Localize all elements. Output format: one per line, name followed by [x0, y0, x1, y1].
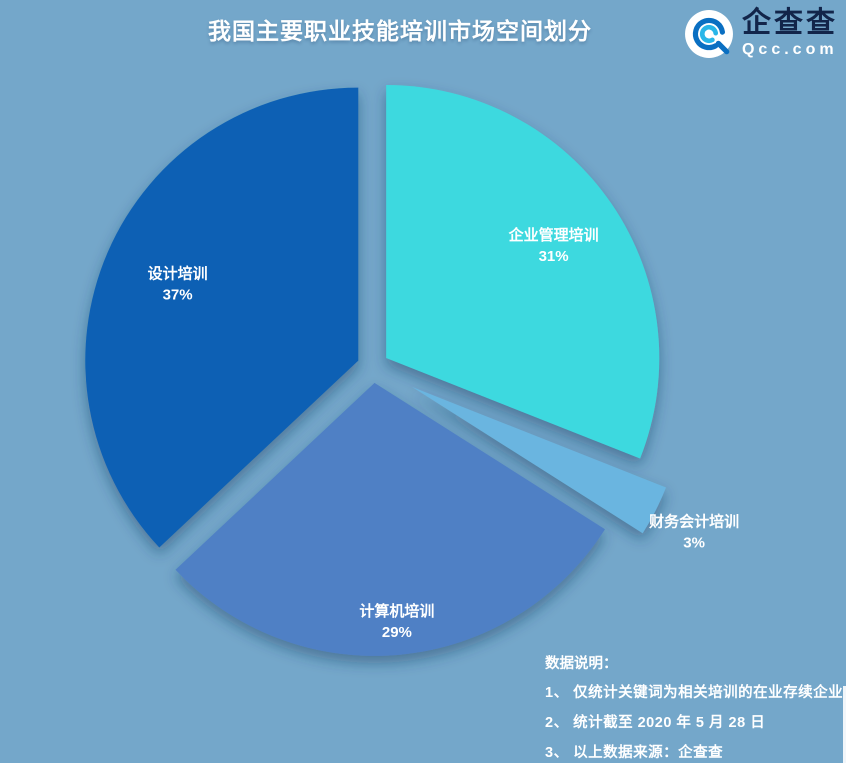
brand-text-block: 企查查 Qcc.com: [742, 6, 838, 60]
pie-slice-2: [175, 382, 605, 656]
note-line-2: 2、 统计截至 2020 年 5 月 28 日: [545, 715, 766, 731]
note-line-3: 3、 以上数据来源：企查查: [545, 745, 724, 761]
pie-slice-0: [386, 84, 660, 459]
notes-heading: 数据说明：: [545, 656, 618, 672]
notes-block: 数据说明： 1、 仅统计关键词为相关培训的在业存续企业 2、 统计截至 2020…: [545, 652, 843, 763]
pie-slice-label-3: 设计培训 37%: [148, 264, 208, 303]
pie-labels-group: 企业管理培训 31% 财务会计培训 3% 计算机培训 29% 设计培训 37%: [148, 226, 740, 641]
brand-logo: 企查查 Qcc.com: [684, 6, 838, 60]
pie-slice-1: [412, 387, 666, 534]
chart-title: 我国主要职业技能培训市场空间划分: [208, 18, 592, 44]
pie-slices-group: [85, 84, 666, 656]
pie-slice-label-2: 计算机培训 29%: [359, 602, 434, 641]
note-line-1: 1、 仅统计关键词为相关培训的在业存续企业: [545, 685, 844, 701]
screen-edge-artifact: [843, 686, 846, 763]
brand-name: 企查查: [741, 7, 838, 39]
brand-domain: Qcc.com: [741, 41, 838, 58]
pie-slice-3: [85, 87, 359, 548]
qcc-logo-icon: [685, 10, 733, 58]
pie-slice-label-0: 企业管理培训 31%: [508, 226, 599, 265]
pie-slice-label-1: 财务会计培训 3%: [649, 513, 739, 552]
